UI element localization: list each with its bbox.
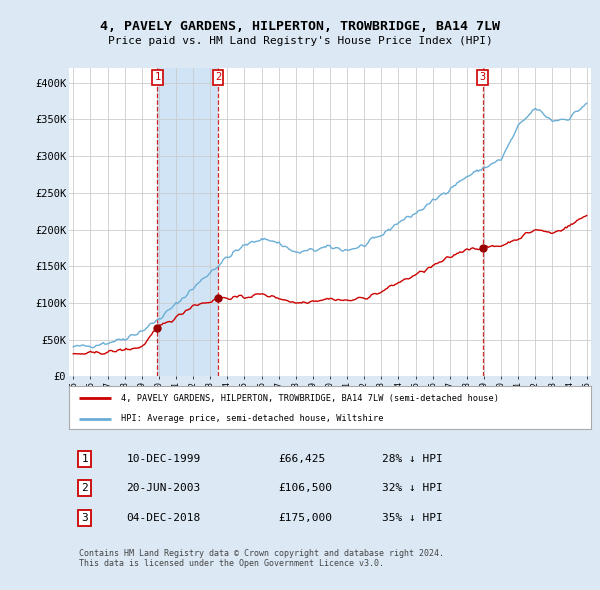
Text: 04-DEC-2018: 04-DEC-2018 xyxy=(127,513,200,523)
Text: 4, PAVELY GARDENS, HILPERTON, TROWBRIDGE, BA14 7LW (semi-detached house): 4, PAVELY GARDENS, HILPERTON, TROWBRIDGE… xyxy=(121,394,499,403)
Text: HPI: Average price, semi-detached house, Wiltshire: HPI: Average price, semi-detached house,… xyxy=(121,414,384,423)
Text: £66,425: £66,425 xyxy=(278,454,325,464)
Text: 10-DEC-1999: 10-DEC-1999 xyxy=(127,454,200,464)
Text: £175,000: £175,000 xyxy=(278,513,332,523)
Text: 35% ↓ HPI: 35% ↓ HPI xyxy=(382,513,443,523)
Text: 3: 3 xyxy=(479,73,486,83)
Text: 1: 1 xyxy=(154,73,161,83)
Text: Price paid vs. HM Land Registry's House Price Index (HPI): Price paid vs. HM Land Registry's House … xyxy=(107,37,493,46)
Text: 4, PAVELY GARDENS, HILPERTON, TROWBRIDGE, BA14 7LW: 4, PAVELY GARDENS, HILPERTON, TROWBRIDGE… xyxy=(100,20,500,33)
Text: £106,500: £106,500 xyxy=(278,483,332,493)
Text: 3: 3 xyxy=(81,513,88,523)
Text: 1: 1 xyxy=(81,454,88,464)
Text: 2: 2 xyxy=(215,73,221,83)
Text: 20-JUN-2003: 20-JUN-2003 xyxy=(127,483,200,493)
Text: 28% ↓ HPI: 28% ↓ HPI xyxy=(382,454,443,464)
Text: 2: 2 xyxy=(81,483,88,493)
Text: Contains HM Land Registry data © Crown copyright and database right 2024.
This d: Contains HM Land Registry data © Crown c… xyxy=(79,549,445,568)
Text: 32% ↓ HPI: 32% ↓ HPI xyxy=(382,483,443,493)
Bar xyxy=(157,68,218,376)
